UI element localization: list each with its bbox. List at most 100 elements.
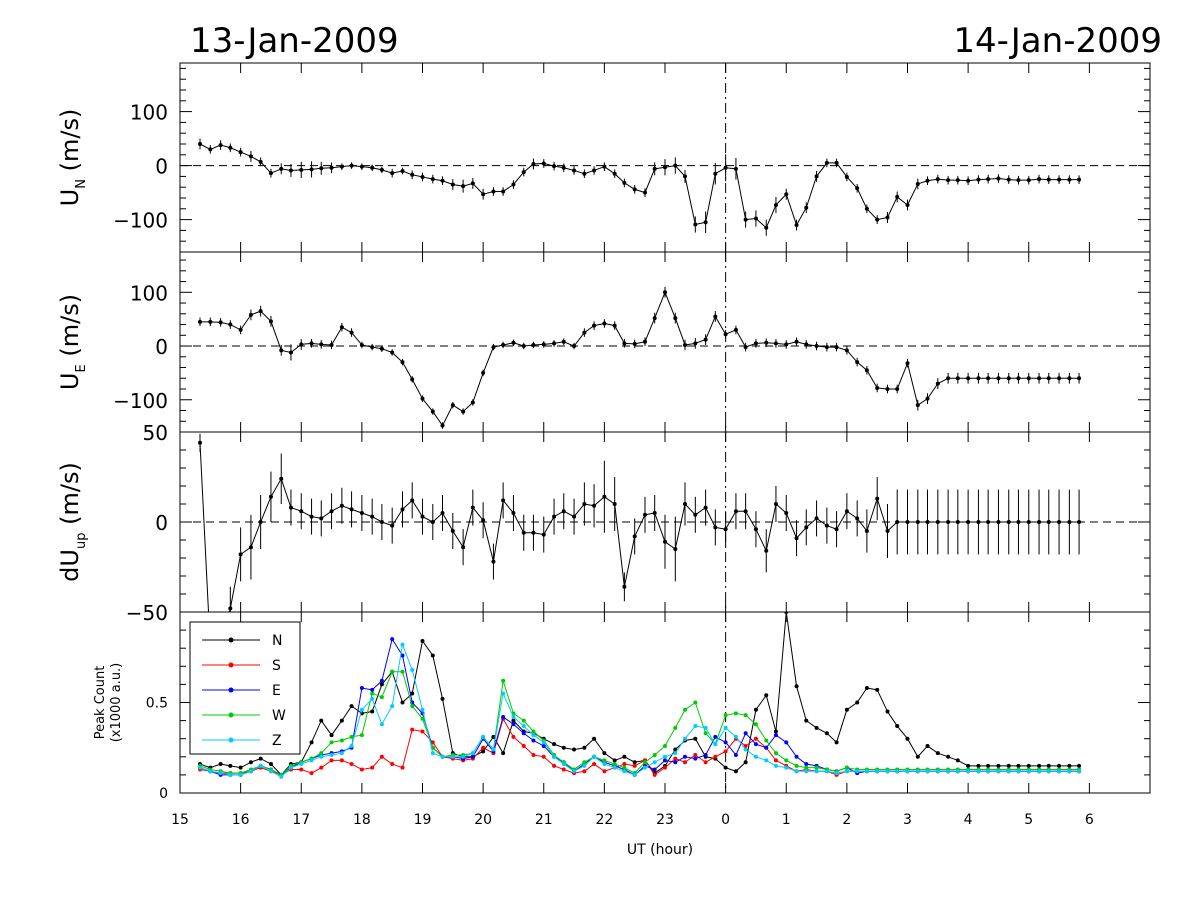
data-point-E [804, 762, 809, 767]
data-point [501, 498, 506, 503]
data-point [794, 536, 799, 541]
data-point-N [1046, 763, 1051, 768]
x-tick-label: 3 [903, 812, 912, 828]
data-point-Z [804, 769, 809, 774]
x-tick-label: 16 [232, 812, 250, 828]
data-point [784, 342, 789, 347]
data-point-Z [864, 769, 869, 774]
x-axis-label: UT (hour) [627, 842, 693, 858]
data-point-N [723, 765, 728, 770]
data-point-W [784, 758, 789, 763]
data-point [491, 345, 496, 350]
data-point-Z [642, 765, 647, 770]
data-point [470, 505, 475, 510]
data-point [743, 217, 748, 222]
data-point-N [481, 749, 486, 754]
data-point [420, 174, 425, 179]
data-point-W [844, 765, 849, 770]
data-point-N [743, 760, 748, 765]
data-point [541, 532, 546, 537]
data-point [248, 154, 253, 159]
data-point [804, 342, 809, 347]
data-point-N [814, 725, 819, 730]
data-point-N [349, 704, 354, 709]
data-point-S [481, 745, 486, 750]
data-point [1026, 376, 1031, 381]
data-point [198, 142, 203, 146]
data-point-E [743, 731, 748, 736]
data-point-E [652, 767, 657, 772]
data-point-W [733, 711, 738, 716]
legend-marker-E [228, 687, 234, 693]
data-point-N [339, 718, 344, 723]
series-line [199, 143, 1080, 229]
data-point-Z [895, 769, 900, 774]
data-point [582, 330, 587, 335]
series-line [200, 290, 1080, 427]
data-point [895, 387, 900, 392]
data-point [875, 496, 880, 501]
data-point [955, 520, 960, 524]
data-point-S [359, 767, 364, 772]
data-point-N [602, 751, 607, 756]
data-point-N [410, 691, 415, 696]
data-point [400, 360, 405, 365]
data-point [218, 143, 223, 148]
data-point [663, 290, 667, 295]
data-point-N [572, 747, 577, 752]
data-point-Z [814, 769, 819, 774]
data-point [622, 341, 627, 346]
data-point [855, 186, 860, 191]
data-point [208, 319, 213, 324]
data-point [582, 171, 587, 176]
data-point [582, 502, 587, 506]
data-point-Z [773, 763, 778, 768]
data-point-N [804, 718, 809, 723]
data-point [410, 498, 415, 503]
data-point [703, 337, 708, 342]
data-point-W [582, 760, 587, 765]
legend-label-N: N [272, 633, 282, 649]
x-tick-label: 2 [842, 812, 851, 828]
y-axis-label-subscript: N [74, 179, 89, 189]
data-point-Z [693, 724, 698, 729]
data-point [349, 163, 354, 168]
data-point-E [663, 758, 667, 763]
data-point-N [955, 758, 960, 763]
data-point [450, 529, 455, 533]
series-line-S [199, 717, 1080, 776]
data-point-E [794, 754, 799, 759]
data-point [723, 165, 728, 170]
data-point [501, 342, 506, 347]
data-point-S [299, 767, 304, 772]
x-tick-label: 18 [353, 812, 371, 828]
data-point [1046, 177, 1051, 182]
data-point-N [895, 724, 900, 729]
data-point-Z [319, 754, 324, 759]
data-point-Z [834, 771, 839, 776]
data-point-N [501, 751, 506, 756]
data-point [319, 342, 324, 347]
data-point-N [925, 743, 930, 748]
data-point [764, 340, 769, 345]
data-point [1057, 520, 1062, 524]
data-point-Z [228, 772, 233, 777]
data-point [268, 494, 273, 499]
data-point [814, 344, 819, 349]
data-point [642, 339, 647, 344]
data-point [561, 339, 566, 344]
data-point [764, 225, 769, 230]
data-point-Z [420, 707, 425, 712]
data-point-Z [855, 769, 860, 774]
data-point-Z [905, 769, 910, 774]
data-point [379, 346, 384, 351]
series-group [198, 612, 1082, 779]
data-point-Z [390, 704, 395, 709]
data-point [713, 171, 718, 176]
data-point [946, 376, 951, 381]
data-point [228, 606, 233, 611]
data-point-Z [521, 724, 526, 729]
data-point [450, 403, 455, 408]
legend-marker-S [228, 662, 234, 668]
data-point [491, 559, 496, 564]
